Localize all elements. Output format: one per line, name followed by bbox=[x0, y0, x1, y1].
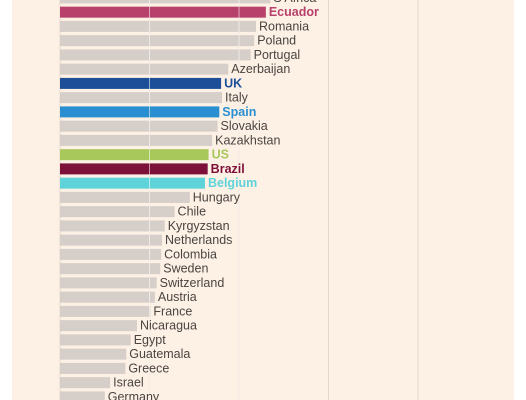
bar-label-kazakhstan: Kazakhstan bbox=[215, 133, 280, 147]
bar-portugal bbox=[60, 49, 251, 61]
bar-label-colombia: Colombia bbox=[164, 247, 217, 261]
bar-label-hungary: Hungary bbox=[193, 190, 241, 204]
bar-label-azerbaijan: Azerbaijan bbox=[231, 62, 290, 76]
bar-sweden bbox=[60, 263, 161, 275]
bar-label-france: France bbox=[153, 304, 192, 318]
bar-egypt bbox=[60, 334, 131, 346]
bar-label-kyrgyzstan: Kyrgyzstan bbox=[168, 219, 230, 233]
bar-colombia bbox=[60, 248, 162, 260]
bar-greece bbox=[60, 362, 126, 374]
bar-ecuador bbox=[60, 6, 266, 18]
bar-brazil bbox=[60, 163, 208, 175]
bar-label-poland: Poland bbox=[257, 34, 296, 48]
bar-label-italy: Italy bbox=[225, 91, 249, 105]
bar-label-slovakia: Slovakia bbox=[221, 119, 268, 133]
bar-nicaragua bbox=[60, 320, 137, 332]
bar-label-brazil: Brazil bbox=[211, 162, 245, 176]
bar-label-israel: Israel bbox=[113, 376, 144, 390]
bar-label-uk: UK bbox=[224, 76, 242, 90]
bar-israel bbox=[60, 377, 111, 389]
bar-austria bbox=[60, 291, 155, 303]
bar-italy bbox=[60, 92, 222, 104]
bar-uk bbox=[60, 77, 222, 89]
bar-switzerland bbox=[60, 277, 157, 289]
bar-label-portugal: Portugal bbox=[254, 48, 301, 62]
bar-spain bbox=[60, 106, 220, 118]
bar-label-guatemala: Guatemala bbox=[129, 347, 190, 361]
bar-label-belgium: Belgium bbox=[208, 176, 257, 190]
bar-label-germany: Germany bbox=[108, 390, 160, 400]
bar-label-s-africa: S Africa bbox=[273, 0, 316, 5]
bar-label-us: US bbox=[212, 148, 229, 162]
bar-hungary bbox=[60, 191, 190, 203]
bar-label-egypt: Egypt bbox=[134, 333, 166, 347]
bar-label-sweden: Sweden bbox=[163, 262, 208, 276]
bar-label-greece: Greece bbox=[128, 361, 169, 375]
bar-label-austria: Austria bbox=[158, 290, 197, 304]
bar-s-africa bbox=[60, 0, 271, 4]
bar-chile bbox=[60, 206, 175, 218]
bar-netherlands bbox=[60, 234, 163, 246]
bar-label-chile: Chile bbox=[178, 205, 207, 219]
bar-label-spain: Spain bbox=[222, 105, 256, 119]
bar-label-nicaragua: Nicaragua bbox=[140, 319, 197, 333]
bar-label-switzerland: Switzerland bbox=[160, 276, 225, 290]
bar-slovakia bbox=[60, 120, 218, 132]
bar-france bbox=[60, 305, 151, 317]
bar-poland bbox=[60, 35, 255, 47]
bar-label-romania: Romania bbox=[259, 19, 309, 33]
bar-label-ecuador: Ecuador bbox=[269, 5, 319, 19]
bar-us bbox=[60, 149, 209, 161]
bar-romania bbox=[60, 20, 257, 32]
bar-labels: S AfricaEcuadorRomaniaPolandPortugalAzer… bbox=[108, 0, 319, 400]
bar-guatemala bbox=[60, 348, 127, 360]
bar-belgium bbox=[60, 177, 205, 189]
bar-label-netherlands: Netherlands bbox=[165, 233, 232, 247]
bar-germany bbox=[60, 391, 105, 400]
bar-azerbaijan bbox=[60, 63, 229, 75]
bars bbox=[60, 0, 271, 400]
bar-kyrgyzstan bbox=[60, 220, 165, 232]
bar-kazakhstan bbox=[60, 134, 213, 146]
